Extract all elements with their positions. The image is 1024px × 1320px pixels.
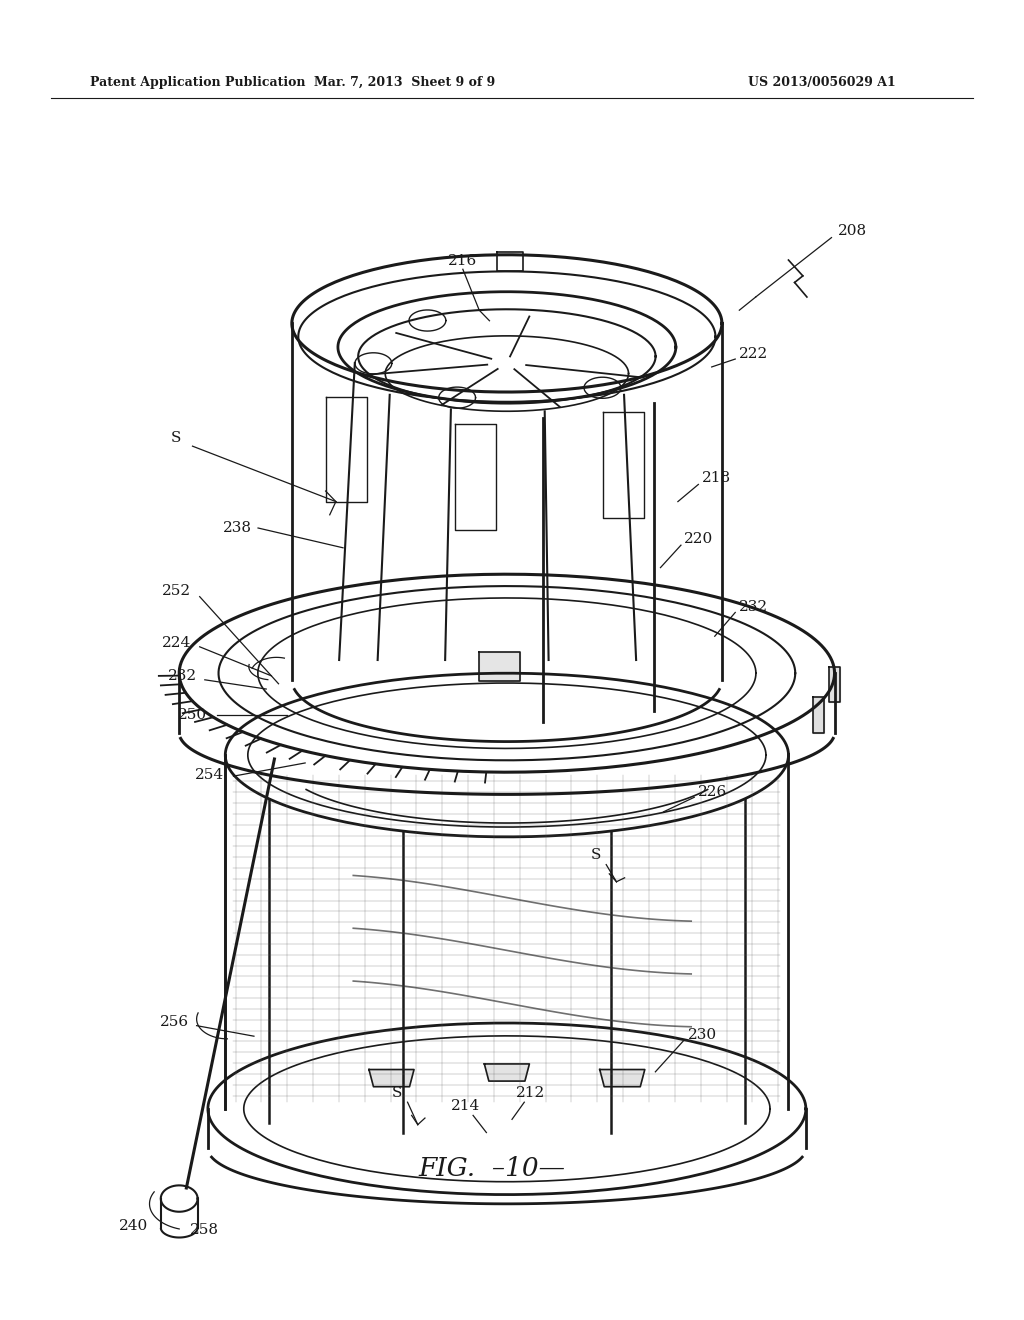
Text: 254: 254 xyxy=(196,768,224,781)
Polygon shape xyxy=(478,652,519,681)
Text: Patent Application Publication: Patent Application Publication xyxy=(90,77,305,88)
Polygon shape xyxy=(600,1069,645,1086)
Text: Mar. 7, 2013  Sheet 9 of 9: Mar. 7, 2013 Sheet 9 of 9 xyxy=(313,77,496,88)
Text: FIG.  –10—: FIG. –10— xyxy=(418,1156,565,1180)
Text: US 2013/0056029 A1: US 2013/0056029 A1 xyxy=(748,77,895,88)
Polygon shape xyxy=(829,667,840,702)
Text: 216: 216 xyxy=(449,255,477,268)
Text: 250: 250 xyxy=(178,709,207,722)
Text: 226: 226 xyxy=(698,785,728,799)
Text: 212: 212 xyxy=(516,1086,545,1100)
Text: 240: 240 xyxy=(119,1220,147,1233)
Polygon shape xyxy=(369,1069,414,1086)
Text: 232: 232 xyxy=(739,601,768,614)
Text: S: S xyxy=(591,849,601,862)
Text: 222: 222 xyxy=(739,347,769,360)
Text: 256: 256 xyxy=(160,1015,188,1028)
Text: 230: 230 xyxy=(688,1028,717,1041)
Text: 218: 218 xyxy=(701,471,730,484)
Polygon shape xyxy=(484,1064,529,1081)
Text: 208: 208 xyxy=(838,224,866,238)
Text: 252: 252 xyxy=(162,585,190,598)
Text: 214: 214 xyxy=(452,1100,480,1113)
Text: 238: 238 xyxy=(223,521,252,535)
Text: S: S xyxy=(171,432,181,445)
Text: S: S xyxy=(392,1086,402,1100)
Text: 232: 232 xyxy=(168,669,197,682)
Polygon shape xyxy=(813,697,824,733)
Text: 258: 258 xyxy=(190,1224,219,1237)
Text: 220: 220 xyxy=(684,532,714,545)
Text: 224: 224 xyxy=(162,636,190,649)
